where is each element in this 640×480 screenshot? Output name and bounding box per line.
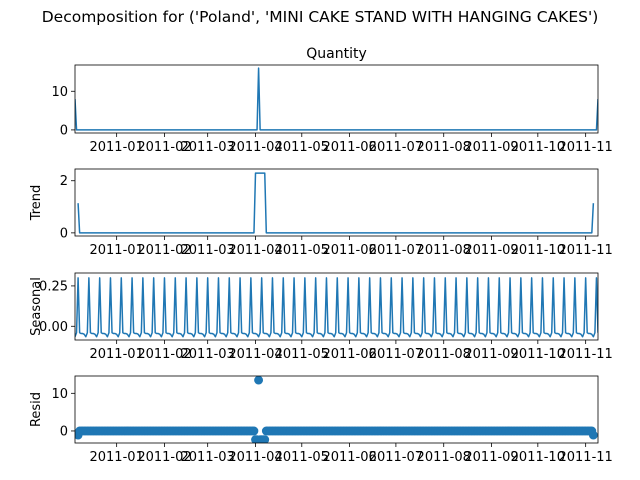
x-tick-label: 2011-03 <box>181 450 235 465</box>
y-tick-label: 0 <box>60 226 68 241</box>
x-tick-label: 2011-01 <box>89 347 143 362</box>
x-tick-label: 2011-06 <box>322 140 376 155</box>
x-tick-label: 2011-01 <box>89 243 143 258</box>
y-tick-label: 10 <box>51 387 68 402</box>
x-tick-label: 2011-02 <box>137 243 191 258</box>
x-tick-label: 2011-09 <box>464 450 518 465</box>
y-tick-label: 0 <box>60 123 68 138</box>
trend-panel: 2011-012011-022011-032011-042011-052011-… <box>29 168 613 258</box>
seasonal-panel: 2011-012011-022011-032011-042011-052011-… <box>29 272 613 362</box>
x-tick-label: 2011-09 <box>464 347 518 362</box>
axes-frame <box>74 64 599 134</box>
x-tick-label: 2011-11 <box>558 450 612 465</box>
resid-point <box>588 430 598 440</box>
axes-frame <box>74 375 599 444</box>
y-axis-label: Resid <box>29 392 44 427</box>
x-tick-label: 2011-05 <box>275 450 329 465</box>
x-tick-label: 2011-08 <box>417 450 471 465</box>
x-tick-label: 2011-08 <box>417 243 471 258</box>
figure-title: Decomposition for ('Poland', 'MINI CAKE … <box>42 8 599 26</box>
x-tick-label: 2011-04 <box>228 243 282 258</box>
x-tick-label: 2011-09 <box>464 140 518 155</box>
y-tick-label: 0.00 <box>39 320 68 335</box>
resid-point <box>249 426 259 436</box>
series-line <box>77 172 595 234</box>
x-tick-label: 2011-11 <box>558 243 612 258</box>
x-tick-label: 2011-02 <box>137 140 191 155</box>
x-tick-label: 2011-08 <box>417 140 471 155</box>
resid-point <box>260 435 270 443</box>
x-tick-label: 2011-11 <box>558 140 612 155</box>
x-tick-label: 2011-04 <box>228 140 282 155</box>
axes-frame <box>74 272 599 341</box>
axes-frame <box>74 168 599 237</box>
x-tick-label: 2011-07 <box>369 140 423 155</box>
x-tick-label: 2011-10 <box>511 243 565 258</box>
x-tick-label: 2011-04 <box>228 450 282 465</box>
x-tick-label: 2011-11 <box>558 347 612 362</box>
y-axis-label: Seasonal <box>29 277 44 336</box>
x-tick-label: 2011-07 <box>369 243 423 258</box>
x-tick-label: 2011-03 <box>181 140 235 155</box>
resid-panel: 2011-012011-022011-032011-042011-052011-… <box>29 375 613 465</box>
x-tick-label: 2011-03 <box>181 243 235 258</box>
resid-point <box>254 376 263 385</box>
x-tick-label: 2011-05 <box>275 347 329 362</box>
x-tick-label: 2011-10 <box>511 450 565 465</box>
x-tick-label: 2011-09 <box>464 243 518 258</box>
y-tick-label: 10 <box>51 85 68 100</box>
x-tick-label: 2011-06 <box>322 243 376 258</box>
resid-points <box>75 376 598 443</box>
x-tick-label: 2011-10 <box>511 140 565 155</box>
x-tick-label: 2011-06 <box>322 450 376 465</box>
x-tick-label: 2011-06 <box>322 347 376 362</box>
x-tick-label: 2011-08 <box>417 347 471 362</box>
x-tick-label: 2011-07 <box>369 347 423 362</box>
panels: 2011-012011-022011-032011-042011-052011-… <box>29 46 613 465</box>
observed-panel: 2011-012011-022011-032011-042011-052011-… <box>51 46 612 155</box>
y-tick-label: 2 <box>60 174 68 189</box>
x-tick-label: 2011-05 <box>275 243 329 258</box>
axes-title: Quantity <box>306 46 367 62</box>
y-tick-label: 0.25 <box>39 279 68 294</box>
x-tick-label: 2011-01 <box>89 140 143 155</box>
y-axis-label: Trend <box>29 185 44 222</box>
x-tick-label: 2011-04 <box>228 347 282 362</box>
x-tick-label: 2011-01 <box>89 450 143 465</box>
x-tick-label: 2011-02 <box>137 450 191 465</box>
x-tick-label: 2011-07 <box>369 450 423 465</box>
x-tick-label: 2011-02 <box>137 347 191 362</box>
x-tick-label: 2011-10 <box>511 347 565 362</box>
seasonal-line <box>75 277 598 338</box>
x-tick-label: 2011-05 <box>275 140 329 155</box>
y-tick-label: 0 <box>60 424 68 439</box>
x-tick-label: 2011-03 <box>181 347 235 362</box>
series-line <box>75 67 598 131</box>
